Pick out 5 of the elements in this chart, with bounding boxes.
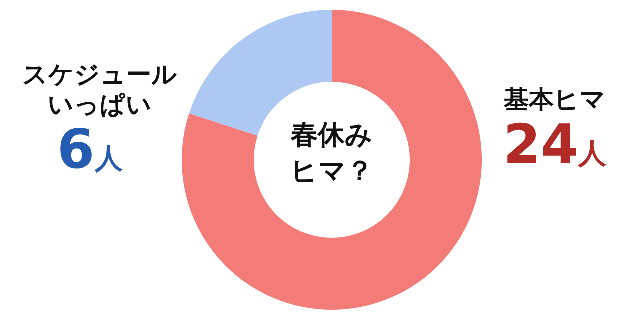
slice-label: 基本ヒマ xyxy=(503,85,607,115)
slice-label: スケジュールいっぱい xyxy=(22,60,178,120)
data-label: 6人 xyxy=(56,118,124,183)
data-label: 24人 xyxy=(502,113,608,178)
text: 春休みヒマ？ xyxy=(290,119,374,189)
